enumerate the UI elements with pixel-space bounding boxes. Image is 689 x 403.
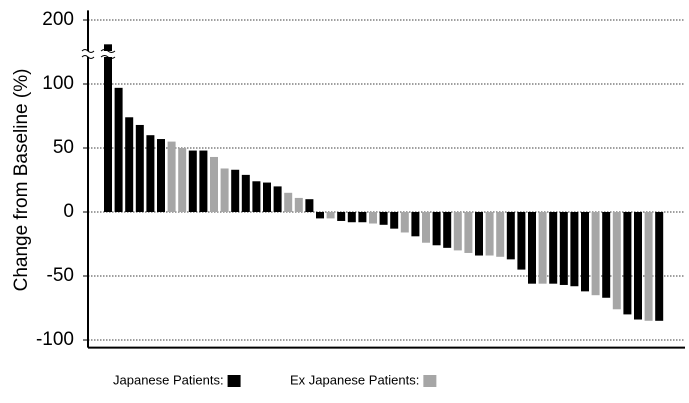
bar: [263, 182, 271, 212]
bar: [655, 212, 664, 321]
y-tick-label: -100: [36, 329, 74, 350]
bar: [602, 212, 611, 298]
bar: [644, 212, 653, 321]
bar: [316, 212, 324, 219]
legend-label: Japanese Patients:: [113, 372, 224, 387]
bar: [432, 212, 441, 246]
bar: [199, 150, 208, 212]
y-tick-label: 50: [53, 137, 74, 158]
bar: [241, 174, 250, 212]
bar: [326, 212, 335, 219]
bar: [337, 212, 346, 221]
y-tick-label: 100: [42, 73, 74, 94]
legend-swatch: [227, 375, 241, 387]
bar: [231, 169, 240, 212]
bar: [549, 212, 558, 284]
bar: [273, 186, 282, 212]
bar: [104, 44, 112, 212]
bar: [612, 212, 621, 310]
bar: [538, 212, 547, 284]
bar: [485, 212, 494, 256]
bar: [464, 212, 473, 253]
bar: [157, 139, 165, 212]
bar: [591, 212, 600, 296]
bar: [453, 212, 462, 251]
axis-break: [100, 55, 116, 59]
y-tick-label: 200: [42, 9, 74, 30]
bar: [358, 212, 367, 223]
bar: [146, 135, 155, 212]
axis-break: [100, 49, 116, 53]
bar: [125, 117, 134, 212]
bar: [294, 197, 303, 212]
bar: [422, 212, 430, 243]
bar: [347, 212, 356, 223]
bar: [443, 212, 452, 248]
axis-break: [101, 51, 115, 57]
bar: [188, 150, 197, 212]
bar: [634, 212, 642, 320]
bar: [167, 141, 176, 212]
bar: [284, 192, 293, 212]
bar: [475, 212, 483, 256]
bar: [506, 212, 515, 260]
bar: [305, 199, 314, 212]
bar: [178, 148, 187, 212]
bar: [210, 156, 218, 212]
bar: [390, 212, 399, 229]
bar: [517, 212, 526, 270]
bar: [559, 212, 568, 285]
y-axis-label: Change from Baseline (%): [11, 69, 32, 292]
bar: [570, 212, 579, 287]
axis-break: [81, 55, 95, 59]
bar: [379, 212, 388, 225]
bar: [252, 181, 261, 212]
bar: [369, 212, 377, 224]
bar: [411, 212, 420, 237]
bar: [528, 212, 536, 284]
legend-label: Ex Japanese Patients:: [290, 372, 419, 387]
bar: [581, 212, 589, 292]
y-tick-label: 0: [63, 201, 74, 222]
y-tick-label: -50: [47, 265, 74, 286]
bar: [400, 212, 409, 233]
axis-break: [82, 51, 94, 57]
bar: [220, 168, 229, 212]
axis-break: [81, 49, 95, 53]
bar: [623, 212, 632, 315]
bar: [114, 87, 123, 212]
bar: [496, 212, 505, 257]
legend-swatch: [423, 375, 437, 387]
bar: [135, 124, 144, 212]
